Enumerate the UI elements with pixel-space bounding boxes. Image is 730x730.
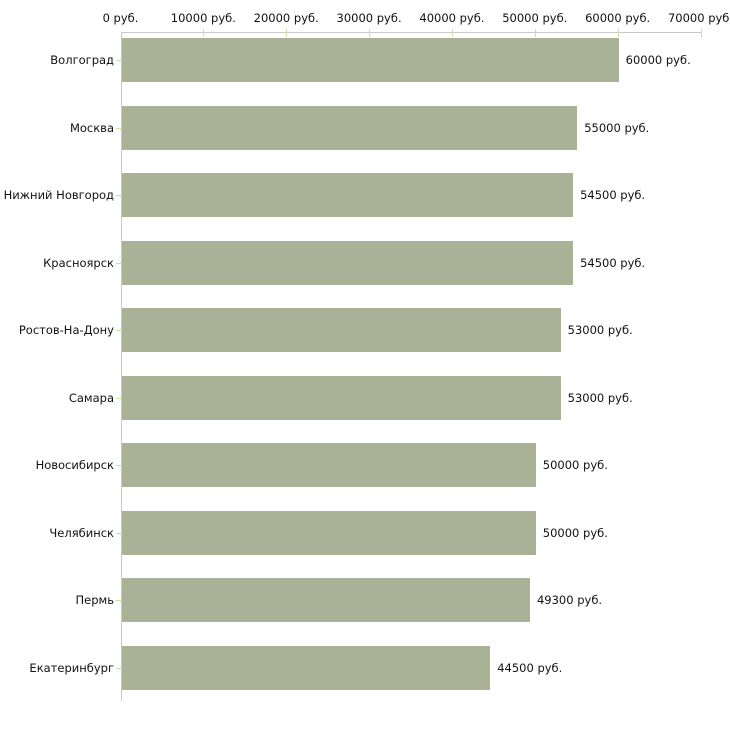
bar — [121, 240, 574, 285]
x-axis-tick-label: 60000 руб. — [585, 11, 651, 25]
category-label: Пермь — [75, 593, 114, 607]
y-axis-tick-mark — [115, 330, 121, 331]
y-axis-tick-mark — [115, 600, 121, 601]
y-axis-tick-mark — [115, 667, 121, 669]
category-label: Самара — [68, 390, 114, 405]
category-label: Челябинск — [49, 525, 114, 540]
x-axis-tick-label: 0 руб. — [102, 11, 139, 25]
bar — [121, 510, 536, 555]
y-axis-tick-mark — [115, 465, 121, 466]
x-axis-tick-mark — [203, 29, 205, 37]
x-axis-line — [120, 32, 702, 33]
value-label: 44500 руб. — [497, 660, 563, 675]
y-axis-tick-mark — [115, 262, 121, 264]
y-axis-tick-mark — [115, 127, 121, 129]
category-label: Красноярск — [43, 255, 114, 270]
bar — [121, 173, 574, 217]
y-axis-tick-mark — [115, 195, 121, 196]
value-label: 49300 руб. — [536, 593, 603, 607]
bar — [121, 105, 578, 150]
category-label: Волгоград — [50, 53, 114, 67]
bar — [121, 38, 619, 82]
value-label: 53000 руб. — [567, 323, 633, 337]
bar — [121, 308, 561, 352]
bar — [121, 375, 561, 420]
x-axis-tick-mark — [451, 29, 453, 37]
y-axis-tick-mark — [115, 532, 121, 534]
y-axis-tick-mark — [115, 397, 121, 399]
value-label: 54500 руб. — [580, 188, 646, 202]
value-label: 53000 руб. — [567, 390, 633, 405]
value-label: 54500 руб. — [580, 255, 646, 270]
x-axis-tick-label: 30000 руб. — [336, 11, 402, 25]
x-axis-tick-mark — [700, 29, 702, 37]
x-axis-tick-label: 70000 руб. — [667, 11, 730, 25]
y-axis-tick-mark — [115, 60, 121, 61]
category-label: Москва — [69, 120, 114, 135]
x-axis-tick-label: 50000 руб. — [502, 11, 568, 25]
x-axis-tick-label: 20000 руб. — [253, 11, 319, 25]
x-axis-tick-label: 10000 руб. — [170, 11, 236, 25]
value-label: 55000 руб. — [584, 120, 650, 135]
value-label: 50000 руб. — [542, 458, 608, 472]
category-label: Ростов-На-Дону — [18, 323, 114, 337]
category-label: Нижний Новгород — [3, 188, 114, 202]
x-axis-tick-label: 40000 руб. — [419, 11, 485, 25]
value-label: 50000 руб. — [542, 525, 608, 540]
bar — [121, 578, 530, 622]
value-label: 60000 руб. — [625, 53, 691, 67]
x-axis-tick-mark — [369, 29, 371, 37]
x-axis-tick-mark — [534, 29, 536, 37]
bar — [121, 645, 491, 690]
category-label: Новосибирск — [35, 458, 114, 472]
x-axis-tick-mark — [617, 29, 619, 37]
bar — [121, 443, 536, 487]
x-axis-tick-mark — [286, 29, 288, 37]
y-axis-line — [120, 32, 122, 701]
category-label: Екатеринбург — [29, 660, 114, 675]
